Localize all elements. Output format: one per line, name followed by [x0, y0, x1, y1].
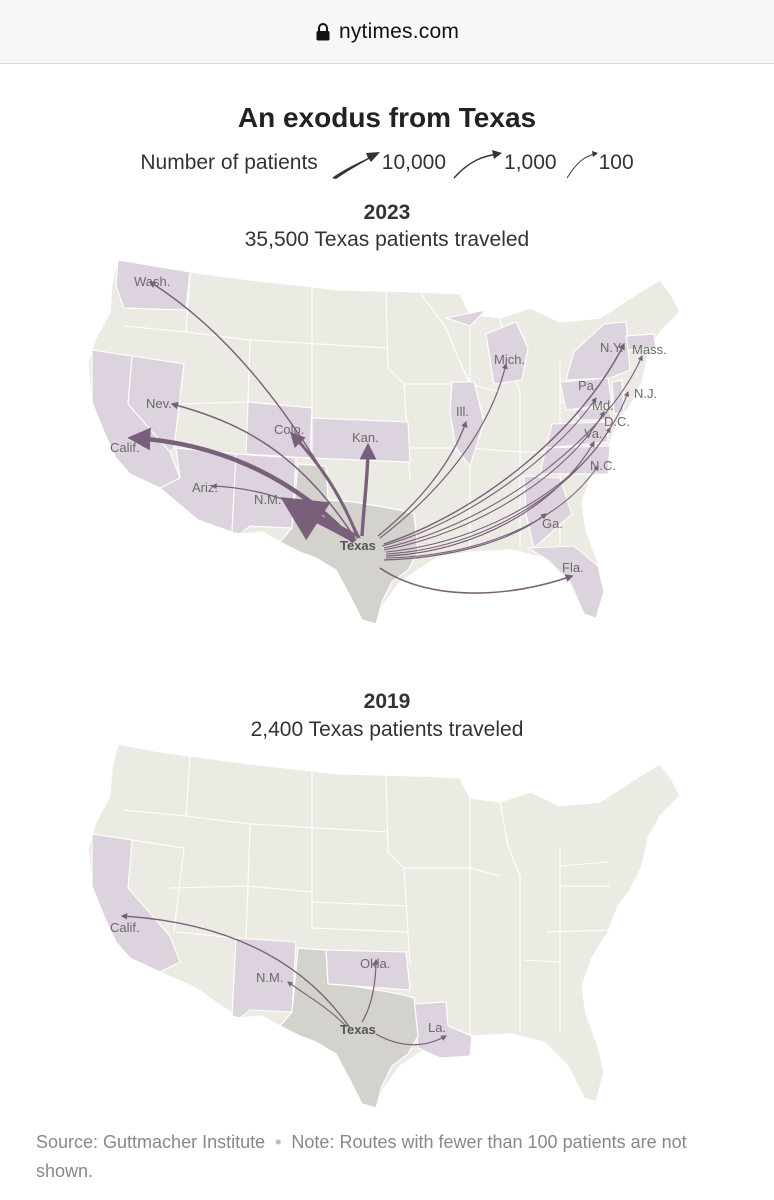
us-landmass-2019 — [87, 743, 681, 1109]
state-borders-2019 — [123, 755, 611, 1036]
subtitle-2019: 2,400 Texas patients traveled — [250, 718, 524, 741]
footer-note: Source: Guttmacher Institute • Note: Route… — [36, 1128, 746, 1186]
subtitle-2023: 35,500 Texas patients traveled — [244, 228, 530, 251]
state-calif-2019 — [91, 833, 181, 973]
flow-pa — [381, 397, 597, 547]
label-md: Md. — [592, 398, 614, 413]
legend-value-medium: 1,000 — [504, 151, 557, 174]
label-mich: Mich. — [494, 352, 525, 367]
lock-icon — [316, 22, 330, 40]
label-wash: Wash. — [134, 274, 170, 289]
legend-item-large: 10,000 — [330, 146, 446, 180]
source-text: Source: Guttmacher Institute — [36, 1132, 266, 1152]
label-kan: Kan. — [352, 430, 379, 445]
url-bar[interactable]: nytimes.com — [0, 0, 774, 64]
flow-mass — [383, 354, 643, 549]
separator-dot: • — [275, 1132, 282, 1152]
flow-nj — [385, 390, 630, 555]
flow-ill — [377, 420, 468, 537]
page-title: An exodus from Texas — [237, 102, 537, 133]
flow-ny — [383, 342, 625, 545]
state-la-2019 — [413, 1001, 473, 1059]
label-dc: D.C. — [604, 414, 630, 429]
destination-states-2019 — [91, 833, 473, 1059]
destination-states — [91, 259, 657, 619]
flow-md — [383, 411, 605, 551]
legend: Number of patients 10,000 1,000 100 — [0, 145, 774, 181]
label-nc: N.C. — [590, 458, 616, 473]
label-va: Va. — [584, 426, 603, 441]
label-nm: N.M. — [254, 492, 281, 507]
arrow-large-icon — [331, 152, 380, 179]
legend-item-medium: 1,000 — [452, 146, 557, 180]
legend-value-small: 100 — [598, 151, 634, 174]
flow-mich — [379, 362, 508, 539]
state-ga — [523, 475, 573, 550]
label-okla-2019: Okla. — [360, 956, 390, 971]
label-nj: N.J. — [634, 386, 657, 401]
legend-label: Number of patients — [140, 151, 318, 174]
label-ga: Ga. — [542, 516, 563, 531]
label-la-2019: La. — [428, 1020, 446, 1035]
label-ill: Ill. — [456, 404, 469, 419]
state-ny — [565, 321, 631, 381]
label-ariz: Ariz. — [192, 480, 218, 495]
flow-nev — [170, 401, 357, 541]
flow-nm-2019 — [287, 981, 347, 1027]
flow-okla-2019 — [361, 958, 379, 1023]
label-mass: Mass. — [632, 342, 667, 357]
note-text: Note: Routes with fewer than 100 patient… — [36, 1132, 687, 1181]
state-kan — [311, 417, 411, 463]
map-2023: Wash. Nev. Calif. Ariz. N.M. Colo. Kan. … — [87, 259, 681, 625]
map-2019: Calif. N.M. Okla. La. Texas — [87, 743, 681, 1109]
label-pa: Pa. — [578, 378, 598, 393]
year-2023: 2023 — [363, 201, 411, 224]
url-domain: nytimes.com — [338, 19, 460, 43]
flow-va — [385, 440, 595, 557]
flow-lines-2019 — [120, 913, 448, 1046]
label-nm-2019: N.M. — [256, 970, 283, 985]
flow-ga — [383, 513, 547, 561]
label-fla: Fla. — [562, 560, 584, 575]
label-ny: N.Y. — [600, 340, 624, 355]
flow-nc — [385, 465, 599, 559]
flow-lines — [127, 281, 643, 594]
state-mass — [625, 333, 657, 351]
label-calif-2019: Calif. — [110, 920, 140, 935]
label-texas-2019: Texas — [340, 1022, 376, 1037]
flow-colo — [289, 431, 360, 539]
arrow-medium-icon — [453, 150, 503, 179]
state-fla — [526, 545, 605, 619]
legend-value-large: 10,000 — [381, 151, 447, 174]
arrow-small-icon — [566, 151, 598, 179]
state-nev — [127, 355, 185, 453]
flow-calif-2019 — [120, 913, 351, 1029]
flow-nm — [280, 497, 357, 542]
label-texas-2023: Texas — [340, 538, 376, 553]
legend-item-small: 100 — [565, 146, 634, 180]
label-calif: Calif. — [110, 440, 140, 455]
flow-la-2019 — [375, 1033, 448, 1046]
state-nm-2019 — [231, 937, 297, 1019]
flow-kan — [359, 442, 377, 537]
year-2019: 2019 — [363, 690, 411, 713]
flow-fla — [379, 567, 574, 594]
label-colo: Colo. — [274, 422, 304, 437]
label-nev: Nev. — [146, 396, 172, 411]
